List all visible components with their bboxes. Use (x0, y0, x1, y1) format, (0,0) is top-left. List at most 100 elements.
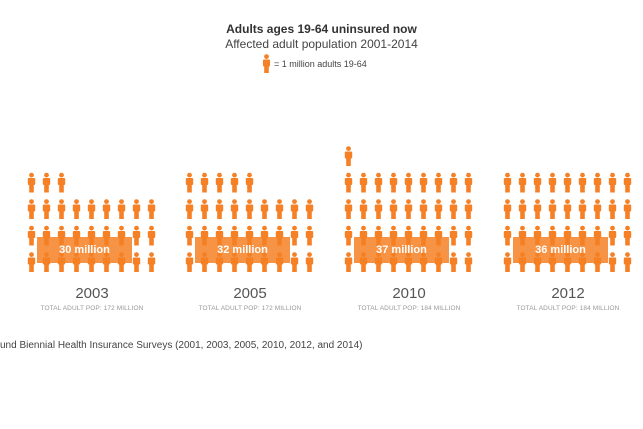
person-icon (449, 199, 458, 219)
person-icon (389, 172, 398, 193)
person-icon (117, 199, 126, 219)
person-icon (245, 172, 254, 193)
person-icon (623, 172, 632, 193)
person-icon (608, 252, 617, 272)
person-icon (275, 199, 284, 219)
person-icon (42, 172, 51, 193)
total-pop-label: TOTAL ADULT POP: 184 MILLION (516, 305, 620, 312)
person-icon (593, 172, 602, 193)
value-box: 36 million (513, 237, 608, 263)
person-icon (464, 172, 473, 193)
chart-title: Adults ages 19-64 uninsured now (226, 22, 417, 36)
person-icon (57, 199, 66, 219)
person-icon (503, 172, 512, 193)
person-icon (404, 172, 413, 193)
person-icon (503, 199, 512, 219)
person-icon (359, 172, 368, 193)
person-icon (419, 199, 428, 219)
person-icon (578, 199, 587, 219)
person-icon (503, 225, 512, 246)
person-icon (230, 172, 239, 193)
person-icon (260, 199, 269, 219)
person-icon (374, 172, 383, 193)
person-icon (464, 225, 473, 246)
person-icon (449, 252, 458, 272)
person-icon (305, 252, 314, 272)
person-icon (132, 252, 141, 272)
person-icon (102, 199, 111, 219)
panel-2003: 30 million 2003 TOTAL ADULT POP: 172 MIL… (22, 140, 162, 320)
person-icon (548, 199, 557, 219)
person-icon (290, 252, 299, 272)
person-icon (290, 199, 299, 219)
legend-label: = 1 million adults 19-64 (274, 59, 367, 69)
total-pop-label: TOTAL ADULT POP: 172 MILLION (40, 305, 144, 312)
person-icon (27, 199, 36, 219)
person-icon (419, 172, 428, 193)
person-icon (27, 252, 36, 272)
person-icon (404, 199, 413, 219)
person-icon (185, 225, 194, 246)
person-icon (533, 199, 542, 219)
person-icon (132, 225, 141, 246)
person-icon (185, 172, 194, 193)
person-icon (608, 199, 617, 219)
person-icon (563, 172, 572, 193)
person-icon (344, 172, 353, 193)
person-icon (434, 199, 443, 219)
value-box: 30 million (37, 237, 132, 263)
person-icon (185, 252, 194, 272)
person-icon (593, 199, 602, 219)
person-icon (42, 199, 51, 219)
person-icon (623, 252, 632, 272)
person-icon (215, 225, 224, 246)
person-icon (563, 199, 572, 219)
value-box: 32 million (195, 237, 290, 263)
year-label: 2012 (551, 285, 585, 302)
person-icon (578, 172, 587, 193)
person-icon (344, 252, 353, 272)
person-icon (147, 225, 156, 246)
person-icon (464, 199, 473, 219)
person-icon (185, 199, 194, 219)
person-icon (434, 172, 443, 193)
total-pop-label: TOTAL ADULT POP: 172 MILLION (198, 305, 302, 312)
total-pop-label: TOTAL ADULT POP: 184 MILLION (357, 305, 461, 312)
person-icon (245, 199, 254, 219)
person-icon (608, 172, 617, 193)
person-icon (374, 199, 383, 219)
person-icon (449, 172, 458, 193)
person-icon (623, 199, 632, 219)
source-note: und Biennial Health Insurance Surveys (2… (0, 340, 363, 351)
person-icon (57, 172, 66, 193)
person-icon (263, 54, 270, 73)
person-icon (200, 199, 209, 219)
person-icon (27, 225, 36, 246)
person-icon (132, 199, 141, 219)
person-icon (449, 225, 458, 246)
person-icon (344, 146, 353, 166)
person-icon (147, 199, 156, 219)
value-box: 37 million (354, 237, 449, 263)
person-icon (623, 225, 632, 246)
year-label: 2010 (392, 285, 426, 302)
person-icon (215, 199, 224, 219)
person-icon (230, 199, 239, 219)
person-icon (389, 199, 398, 219)
person-icon (305, 199, 314, 219)
panel-2005: 32 million 2005 TOTAL ADULT POP: 172 MIL… (180, 140, 320, 320)
person-icon (359, 199, 368, 219)
person-icon (518, 199, 527, 219)
person-icon (344, 199, 353, 219)
year-label: 2003 (75, 285, 109, 302)
person-icon (503, 252, 512, 272)
year-label: 2005 (233, 285, 267, 302)
person-icon (464, 252, 473, 272)
person-icon (72, 199, 81, 219)
person-icon (290, 225, 299, 246)
person-icon (27, 172, 36, 193)
person-icon (344, 225, 353, 246)
legend: = 1 million adults 19-64 (262, 54, 367, 74)
person-icon (608, 225, 617, 246)
